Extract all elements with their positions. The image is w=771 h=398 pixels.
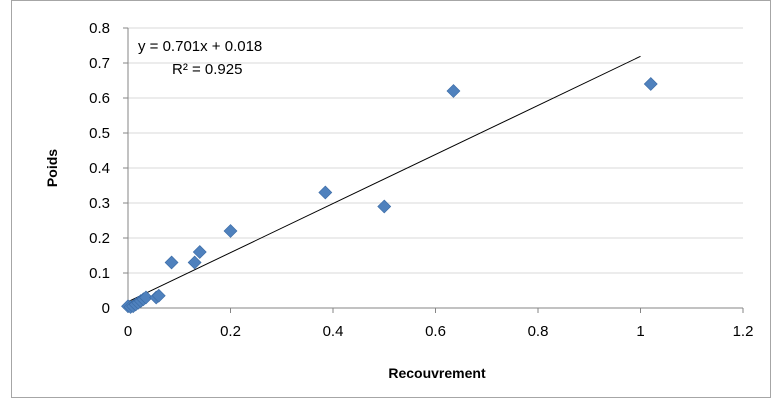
y-tick-label: 0.4 — [89, 160, 110, 177]
tick-labels: 0 0.1 0.2 0.3 0.4 0.5 0.6 0.7 0.8 0 0.2 0.4 0.6 0.8 1 1… — [89, 20, 753, 340]
x-tick-label: 0 — [124, 323, 132, 340]
y-tick-label: 0.1 — [89, 265, 110, 282]
data-point-diamond — [164, 255, 179, 270]
data-point-diamond — [446, 84, 461, 98]
y-tick-label: 0 — [102, 300, 110, 317]
data-point-diamond — [318, 185, 333, 200]
y-tick-label: 0.8 — [89, 20, 110, 37]
data-point-diamond — [223, 224, 238, 238]
data-point-diamond — [192, 245, 207, 259]
y-axis-title: Poids — [44, 149, 60, 187]
x-axis-title: Recouvrement — [388, 365, 486, 381]
trendline-layer — [127, 55, 641, 303]
data-points — [121, 77, 658, 314]
gridlines — [128, 27, 743, 274]
x-tick-label: 0.4 — [323, 323, 344, 340]
y-tick-label: 0.3 — [89, 195, 110, 212]
chart-frame — [11, 0, 771, 398]
data-point-diamond — [139, 290, 153, 305]
data-point-diamond — [377, 199, 392, 214]
trendline-r-squared: R² = 0.925 — [172, 61, 242, 78]
x-tick-label: 0.8 — [528, 323, 549, 340]
y-tick-label: 0.7 — [89, 55, 110, 72]
trendline-equation: y = 0.701x + 0.018 — [138, 38, 262, 55]
y-tick-label: 0.6 — [89, 90, 110, 107]
x-tick-label: 1.2 — [733, 323, 754, 340]
data-point-diamond — [187, 255, 202, 270]
data-point-diamond — [643, 77, 658, 91]
x-tick-label: 1 — [636, 323, 644, 340]
trendline — [127, 55, 641, 303]
y-tick-label: 0.2 — [89, 230, 110, 247]
x-tick-label: 0.6 — [425, 323, 446, 340]
data-point-diamond — [151, 288, 166, 303]
y-tick-label: 0.5 — [89, 125, 110, 142]
x-tick-label: 0.2 — [220, 323, 241, 340]
